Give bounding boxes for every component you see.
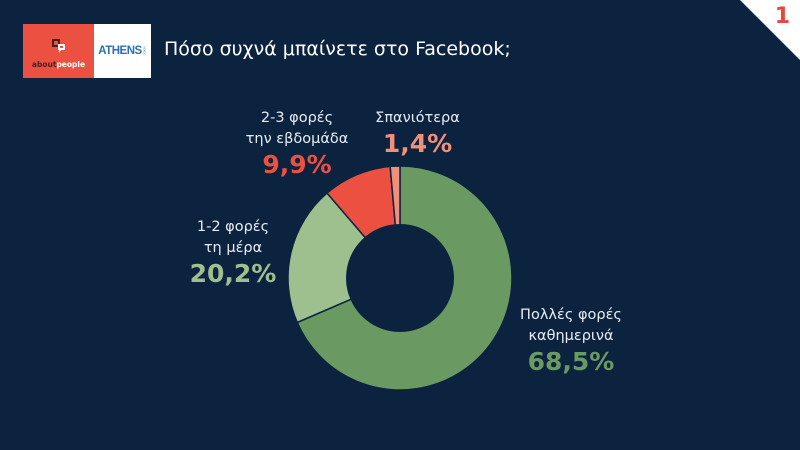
- label-one-two-line1: 1-2 φορές: [196, 219, 270, 235]
- label-many-daily-line2: καθημερινά: [528, 328, 614, 344]
- label-many-daily: Πολλές φορές καθημερινά 68,5%: [506, 305, 636, 377]
- logo: aboutpeople ATHENS VOICE: [23, 24, 151, 78]
- donut-hole: [346, 224, 454, 332]
- label-many-daily-pct: 68,5%: [527, 347, 615, 376]
- label-one-two-line2: τη μέρα: [203, 240, 263, 256]
- label-two-three-line2: την εβδομάδα: [245, 131, 349, 147]
- speech-bubble-icon: [52, 39, 65, 53]
- label-one-two-pct: 20,2%: [189, 259, 277, 288]
- athens-wordmark: ATHENS: [98, 45, 142, 57]
- aboutpeople-wordmark: aboutpeople: [23, 60, 94, 69]
- athens-voice-logo: ATHENS VOICE: [94, 24, 151, 78]
- logo-word-about: about: [31, 60, 57, 69]
- label-rarely-pct: 1,4%: [382, 129, 453, 158]
- donut-slice: [287, 192, 402, 324]
- label-two-three-weekly: 2-3 φορές την εβδομάδα 9,9%: [232, 108, 362, 180]
- label-two-three-line1: 2-3 φορές: [260, 110, 334, 126]
- aboutpeople-logo: aboutpeople: [23, 24, 94, 78]
- page-title: Πόσο συχνά μπαίνετε στο Facebook;: [164, 38, 511, 60]
- label-two-three-pct: 9,9%: [262, 150, 332, 179]
- logo-word-people: people: [56, 60, 86, 69]
- voice-wordmark: VOICE: [142, 46, 147, 56]
- corner-triangle: [740, 0, 800, 60]
- page-number: 1: [774, 4, 790, 29]
- label-one-two-daily: 1-2 φορές τη μέρα 20,2%: [168, 217, 298, 289]
- label-many-daily-line1: Πολλές φορές: [520, 307, 622, 323]
- label-rarely: Σπανιότερα 1,4%: [360, 108, 475, 159]
- label-rarely-line1: Σπανιότερα: [375, 110, 460, 126]
